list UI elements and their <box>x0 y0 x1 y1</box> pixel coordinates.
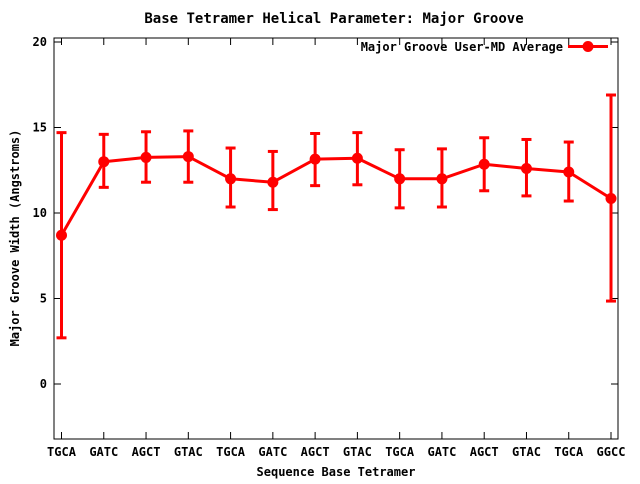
y-axis-title: Major Groove Width (Angstroms) <box>8 130 22 347</box>
x-tick-label: AGCT <box>132 445 161 459</box>
y-tick-label: 15 <box>33 121 47 135</box>
data-point-marker <box>394 173 406 185</box>
x-tick-label: GTAC <box>174 445 203 459</box>
data-point-marker <box>182 151 194 163</box>
chart-title: Base Tetramer Helical Parameter: Major G… <box>144 11 523 27</box>
data-point-marker <box>605 192 617 204</box>
data-point-marker <box>267 176 279 188</box>
data-point-marker <box>98 156 110 168</box>
data-point-marker <box>563 166 575 178</box>
plot-border <box>53 37 619 440</box>
data-point-marker <box>225 173 237 185</box>
legend-label: Major Groove User-MD Average <box>361 40 563 54</box>
data-point-marker <box>351 152 363 164</box>
x-tick-label: TGCA <box>216 445 246 459</box>
data-point-marker <box>56 229 67 241</box>
x-axis-title: Sequence Base Tetramer <box>257 465 416 479</box>
x-tick-label: GATC <box>258 445 287 459</box>
x-tick-label: TGCA <box>47 445 77 459</box>
x-tick-label: AGCT <box>470 445 499 459</box>
x-tick-label: GATC <box>89 445 118 459</box>
series-line <box>60 155 613 237</box>
x-tick-label: GTAC <box>512 445 541 459</box>
data-point-marker <box>520 163 532 175</box>
y-tick-label: 20 <box>33 35 47 49</box>
y-tick-label: 5 <box>40 292 47 306</box>
x-tick-label: TGCA <box>385 445 415 459</box>
data-point-marker <box>478 158 490 170</box>
x-tick-label: AGCT <box>301 445 330 459</box>
data-point-marker <box>436 173 448 185</box>
legend-sample-marker <box>582 41 594 52</box>
x-tick-label: GGCC <box>597 445 626 459</box>
x-tick-label: GTAC <box>343 445 372 459</box>
y-tick-label: 10 <box>33 206 47 220</box>
x-tick-label: GATC <box>427 445 456 459</box>
data-point-marker <box>140 151 152 163</box>
y-tick-label: 0 <box>40 377 47 391</box>
data-point-marker <box>309 153 321 165</box>
x-tick-label: TGCA <box>554 445 584 459</box>
